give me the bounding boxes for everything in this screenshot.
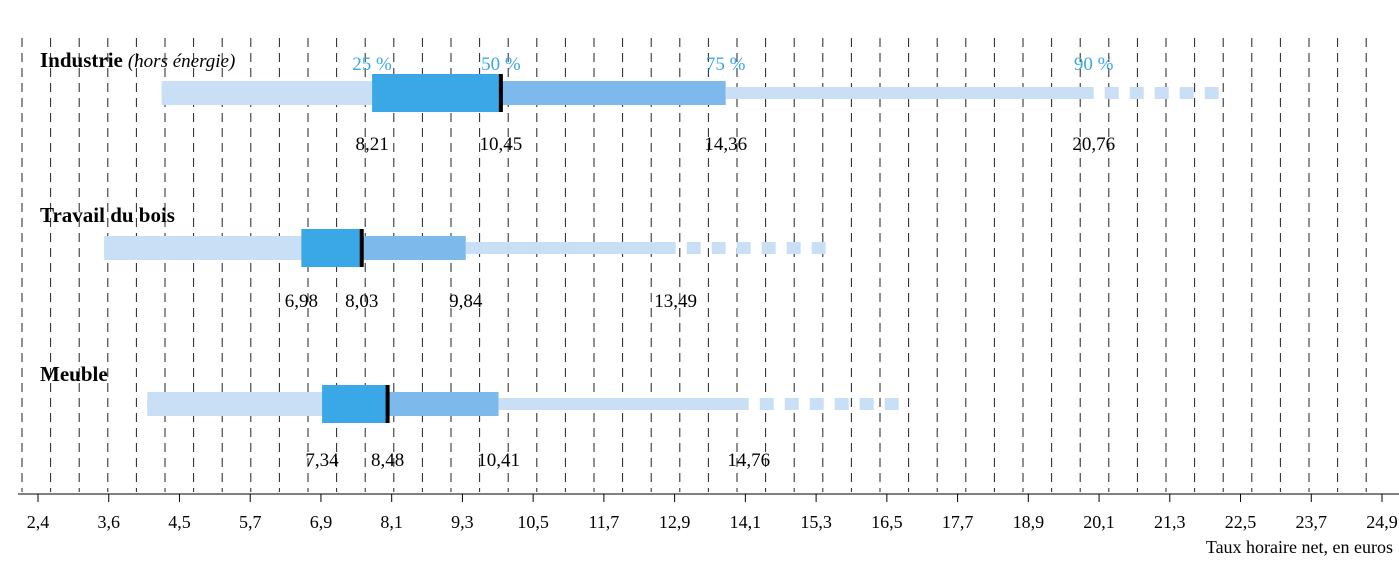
bar-tail-dash	[784, 398, 799, 410]
percentile-header-label: 75 %	[706, 54, 746, 75]
median-marker	[498, 74, 503, 112]
value-label: 8,21	[355, 134, 388, 155]
x-tick-label: 8,1	[380, 512, 403, 532]
value-label: 7,34	[305, 450, 339, 471]
bar-tail-dash	[1154, 87, 1169, 99]
x-tick-label: 23,7	[1296, 512, 1328, 532]
bar-tail-dash	[1104, 87, 1119, 99]
bar-tail-dash	[759, 398, 774, 410]
grid-lines	[21, 38, 1367, 492]
x-tick-label: 21,3	[1154, 512, 1186, 532]
category-name: Travail du bois	[40, 203, 175, 227]
x-tick-label: 16,5	[871, 512, 903, 532]
bar-p25-p50-block	[372, 74, 501, 112]
x-tick-label: 11,7	[588, 512, 619, 532]
bar-tail-dash	[859, 398, 874, 410]
bar-p50-p75-block	[500, 81, 726, 105]
x-tick-label: 5,7	[239, 512, 262, 532]
bar-tail-dash	[711, 242, 726, 254]
bar-p75-p90-segment	[498, 398, 749, 410]
value-label: 10,41	[477, 450, 520, 471]
category-name: Industrie	[40, 48, 123, 72]
category-title: Travail du bois	[40, 203, 175, 227]
x-axis-title: Taux horaire net, en euros	[1206, 537, 1393, 557]
bar-tail-dash	[1129, 87, 1144, 99]
category-title: Meuble	[40, 362, 108, 386]
value-labels: 25 % 50 % 75 % 90 % Industrie (hors énergie) 8…	[40, 48, 1115, 471]
category-title: Industrie (hors énergie)	[40, 48, 235, 72]
median-marker	[385, 385, 390, 423]
x-tick-label: 20,1	[1083, 512, 1115, 532]
value-label: 8,48	[371, 450, 404, 471]
value-label: 6,98	[285, 291, 318, 312]
bar-tail-dash	[1204, 87, 1219, 99]
x-axis-ticks: 2,4 3,6 4,5 5,7 6,9 8,1 9,3 10,5 11,7 12,9 14,1 15,…	[27, 494, 1398, 532]
bar-p50-p75-block	[387, 392, 499, 416]
x-tick-label: 24,9	[1366, 512, 1398, 532]
value-label: 8,03	[345, 291, 378, 312]
x-tick-label: 10,5	[517, 512, 549, 532]
category-note: (hors énergie)	[128, 51, 235, 72]
x-tick-label: 9,3	[451, 512, 474, 532]
percentile-header-label: 50 %	[481, 54, 521, 75]
x-tick-label: 18,9	[1013, 512, 1045, 532]
bar-tail-dash	[884, 398, 899, 410]
bar-tail-dash	[736, 242, 751, 254]
percentile-header-label: 90 %	[1074, 54, 1114, 75]
median-marker	[359, 229, 364, 267]
x-tick-label: 14,1	[730, 512, 762, 532]
x-tick-label: 3,6	[97, 512, 120, 532]
distribution-bars	[104, 74, 1219, 423]
bar-p25-p50-block	[301, 229, 362, 267]
bar-tail-dash	[809, 398, 824, 410]
value-label: 10,45	[480, 134, 523, 155]
x-tick-label: 4,5	[168, 512, 191, 532]
x-tick-label: 17,7	[942, 512, 974, 532]
value-label: 14,36	[704, 134, 747, 155]
bar-p10-p25-block	[147, 392, 323, 416]
bar-p50-p75-block	[361, 236, 466, 260]
bar-tail-dash	[1179, 87, 1194, 99]
bar-tail-dash	[834, 398, 849, 410]
value-label: 9,84	[449, 291, 483, 312]
x-tick-label: 2,4	[27, 512, 50, 532]
bar-tail-dash	[786, 242, 801, 254]
bar-p75-p90-segment	[465, 242, 676, 254]
percentile-header-label: 25 %	[352, 54, 392, 75]
x-tick-label: 6,9	[310, 512, 333, 532]
bar-tail-dash	[811, 242, 826, 254]
bar-p10-p25-block	[161, 81, 373, 105]
value-label: 20,76	[1072, 134, 1115, 155]
category-name: Meuble	[40, 362, 108, 386]
x-tick-label: 12,9	[659, 512, 691, 532]
x-tick-label: 22,5	[1225, 512, 1257, 532]
value-label: 13,49	[654, 291, 697, 312]
x-tick-label: 15,3	[800, 512, 832, 532]
bar-p10-p25-block	[104, 236, 302, 260]
bar-p75-p90-segment	[725, 87, 1094, 99]
value-label: 14,76	[727, 450, 770, 471]
bar-p25-p50-block	[322, 385, 388, 423]
bar-tail-dash	[686, 242, 701, 254]
bar-tail-dash	[761, 242, 776, 254]
